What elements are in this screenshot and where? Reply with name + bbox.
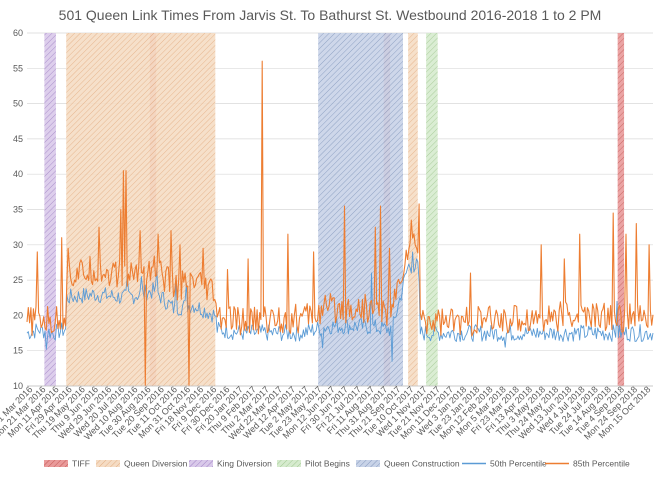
band-king-diversion	[44, 33, 56, 386]
legend-item-50th-percentile: 50th Percentile	[462, 459, 547, 469]
event-bands	[44, 33, 625, 386]
y-tick-label: 50	[13, 99, 23, 109]
y-tick-labels: 10 15 20 25 30 35 40 45 50 55 60	[13, 28, 23, 391]
legend-label: TIFF	[72, 459, 90, 469]
legend-item-tiff: TIFF	[44, 459, 90, 469]
legend-item-85th-percentile: 85th Percentile	[545, 459, 630, 469]
legend-swatch	[277, 460, 301, 467]
legend-item-pilot-begins: Pilot Begins	[277, 459, 350, 469]
legend-label: 85th Percentile	[573, 459, 630, 469]
legend-label: King Diversion	[217, 459, 272, 469]
y-tick-label: 45	[13, 134, 23, 144]
y-tick-label: 55	[13, 63, 23, 73]
y-tick-label: 25	[13, 275, 23, 285]
chart-title: 501 Queen Link Times From Jarvis St. To …	[58, 7, 602, 23]
y-tick-label: 35	[13, 205, 23, 215]
band-pilot-begins	[426, 33, 438, 386]
y-tick-label: 30	[13, 240, 23, 250]
legend-swatch	[44, 460, 68, 467]
legend-swatch	[356, 460, 380, 467]
legend-swatch	[96, 460, 120, 467]
legend-item-king-diversion: King Diversion	[189, 459, 272, 469]
series-line-85th-percentile	[26, 60, 654, 387]
y-tick-label: 10	[13, 381, 23, 391]
y-tick-label: 20	[13, 310, 23, 320]
legend-label: Queen Construction	[384, 459, 460, 469]
y-tick-label: 40	[13, 169, 23, 179]
band-queen-diversion	[408, 33, 418, 386]
legend-label: Pilot Begins	[305, 459, 350, 469]
y-tick-label: 15	[13, 346, 23, 356]
legend: TIFF Queen Diversion King Diversion Pilot B…	[44, 459, 630, 469]
legend-item-queen-construction: Queen Construction	[356, 459, 460, 469]
legend-item-queen-diversion: Queen Diversion	[96, 459, 188, 469]
legend-label: 50th Percentile	[490, 459, 547, 469]
series-lines	[26, 60, 654, 387]
y-tick-label: 60	[13, 28, 23, 38]
band-queen-diversion	[66, 33, 216, 386]
legend-swatch	[189, 460, 213, 467]
legend-label: Queen Diversion	[124, 459, 188, 469]
series-line-50th-percentile	[26, 251, 654, 362]
band-tiff	[617, 33, 625, 386]
